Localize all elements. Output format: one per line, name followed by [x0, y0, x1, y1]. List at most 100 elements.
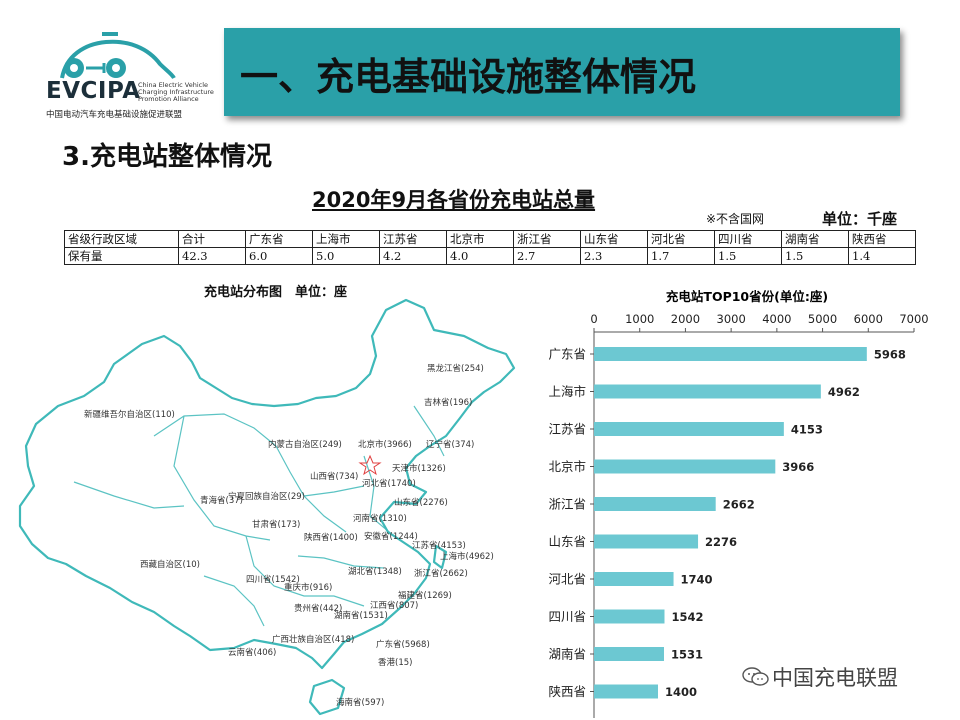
bar-value-label: 1400: [665, 685, 697, 699]
map-label: 黑龙江省(254): [427, 364, 484, 374]
map-label: 上海市(4962): [440, 552, 494, 562]
x-tick-label: 0: [590, 312, 597, 326]
table-row: 保有量 42.3 6.0 5.0 4.2 4.0 2.7 2.3 1.7 1.5…: [64, 247, 916, 265]
bar-value-label: 1531: [671, 648, 703, 662]
bar-value-label: 1740: [681, 573, 713, 587]
map-label: 天津市(1326): [392, 464, 446, 474]
map-label: 河北省(1740): [362, 479, 416, 489]
bar-value-label: 2276: [705, 535, 737, 549]
table-row-label: 保有量: [64, 247, 179, 265]
table-cell: 1.5: [714, 247, 782, 265]
category-label: 上海市: [548, 384, 586, 399]
logo-chinese-name: 中国电动汽车充电基础设施促进联盟: [46, 110, 183, 120]
map-title: 充电站分布图 单位：座: [204, 285, 348, 300]
table-cell: 2.3: [580, 247, 648, 265]
map-label: 陕西省(1400): [304, 533, 358, 543]
map-label: 甘肃省(173): [252, 520, 301, 530]
category-label: 四川省: [548, 609, 586, 624]
bar-value-label: 1542: [671, 610, 703, 624]
table-header-cell: 北京市: [446, 230, 514, 248]
map-label: 浙江省(2662): [414, 569, 468, 579]
logo-abbreviation: EVCIPA: [46, 78, 141, 104]
table-header-cell: 浙江省: [513, 230, 581, 248]
table-header-cell: 湖南省: [781, 230, 849, 248]
table-title: 2020年9月各省份充电站总量: [312, 188, 596, 212]
table-cell: 1.7: [647, 247, 715, 265]
map-label: 云南省(406): [228, 648, 277, 658]
map-label: 宁夏回族自治区(29): [228, 492, 305, 502]
bar: [594, 422, 784, 436]
x-tick-label: 7000: [899, 312, 928, 326]
table-header-cell: 合计: [178, 230, 246, 248]
bar: [594, 459, 776, 474]
map-label: 湖北省(1348): [348, 567, 402, 577]
map-label: 江西省(807): [370, 601, 419, 611]
map-label: 吉林省(196): [424, 398, 473, 408]
table-cell: 1.4: [848, 247, 916, 265]
category-label: 山东省: [548, 534, 586, 549]
map-label: 湖南省(1531): [334, 611, 388, 621]
map-label: 青海省(37): [200, 496, 243, 506]
table-cell: 4.0: [446, 247, 514, 265]
table-header-cell: 陕西省: [848, 230, 916, 248]
map-label: 福建省(1269): [398, 591, 452, 601]
table-header-cell: 山东省: [580, 230, 648, 248]
wechat-icon: [742, 667, 769, 686]
category-label: 北京市: [548, 459, 586, 474]
map-label: 河南省(1310): [353, 514, 407, 524]
bar-value-label: 3966: [782, 460, 814, 474]
table-cell: 1.5: [781, 247, 849, 265]
page-title: 一、充电基础设施整体情况: [240, 55, 697, 99]
bar-value-label: 4962: [828, 385, 860, 399]
category-label: 浙江省: [548, 497, 586, 512]
table-header-label: 省级行政区域: [64, 230, 179, 248]
map-label: 安徽省(1244): [364, 532, 418, 542]
map-label: 山西省(734): [310, 472, 359, 482]
bar-value-label: 4153: [791, 423, 823, 437]
table-header-cell: 河北省: [647, 230, 715, 248]
table-note: ※不含国网: [706, 212, 765, 226]
evcipa-logo-icon: [60, 32, 176, 80]
table-cell: 42.3: [178, 247, 246, 265]
table-header-row: 省级行政区域 合计 广东省 上海市 江苏省 北京市 浙江省 山东省 河北省 四川…: [64, 230, 916, 248]
map-label: 江苏省(4153): [412, 541, 466, 551]
map-label: 辽宁省(374): [426, 440, 475, 450]
table-header-cell: 广东省: [245, 230, 313, 248]
table-header-cell: 江苏省: [379, 230, 447, 248]
map-label: 内蒙古自治区(249): [268, 440, 342, 450]
table-cell: 5.0: [312, 247, 380, 265]
x-tick-label: 4000: [762, 312, 791, 326]
summary-table: 省级行政区域 合计 广东省 上海市 江苏省 北京市 浙江省 山东省 河北省 四川…: [64, 230, 916, 265]
chart-title: 充电站TOP10省份(单位:座): [666, 289, 828, 304]
watermark-text: 中国充电联盟: [772, 666, 898, 690]
bar: [594, 572, 674, 586]
map-label: 香港(15): [378, 658, 413, 668]
table-cell: 4.2: [379, 247, 447, 265]
logo-english-name: China Electric Vehicle Charging Infrastr…: [138, 81, 214, 103]
category-label: 河北省: [548, 572, 586, 587]
bar: [594, 609, 665, 624]
title-bar: [224, 28, 900, 116]
map-label: 广东省(5968): [376, 640, 430, 650]
category-label: 陕西省: [548, 684, 586, 699]
map-label: 新疆维吾尔自治区(110): [84, 410, 175, 420]
bar-value-label: 2662: [723, 498, 755, 512]
map-label: 西藏自治区(10): [140, 560, 200, 570]
map-label: 海南省(597): [336, 698, 385, 708]
bar-value-label: 5968: [874, 348, 906, 362]
china-map-outline: [18, 298, 516, 716]
x-tick-label: 1000: [625, 312, 654, 326]
category-label: 江苏省: [548, 422, 586, 437]
table-unit: 单位：千座: [822, 210, 898, 228]
map-label: 广西壮族自治区(418): [272, 635, 355, 645]
bar: [594, 684, 658, 699]
top10-bar-chart: 充电站TOP10省份(单位:座) 0 1000 2000 3000 4000 5000 600…: [548, 289, 929, 718]
map-label: 重庆市(916): [284, 583, 333, 593]
category-label: 湖南省: [548, 647, 586, 662]
x-tick-label: 3000: [717, 312, 746, 326]
bar: [594, 534, 699, 549]
x-tick-label: 2000: [671, 312, 700, 326]
map-label: 贵州省(442): [294, 604, 343, 614]
bar: [594, 647, 664, 661]
bar: [594, 384, 821, 399]
